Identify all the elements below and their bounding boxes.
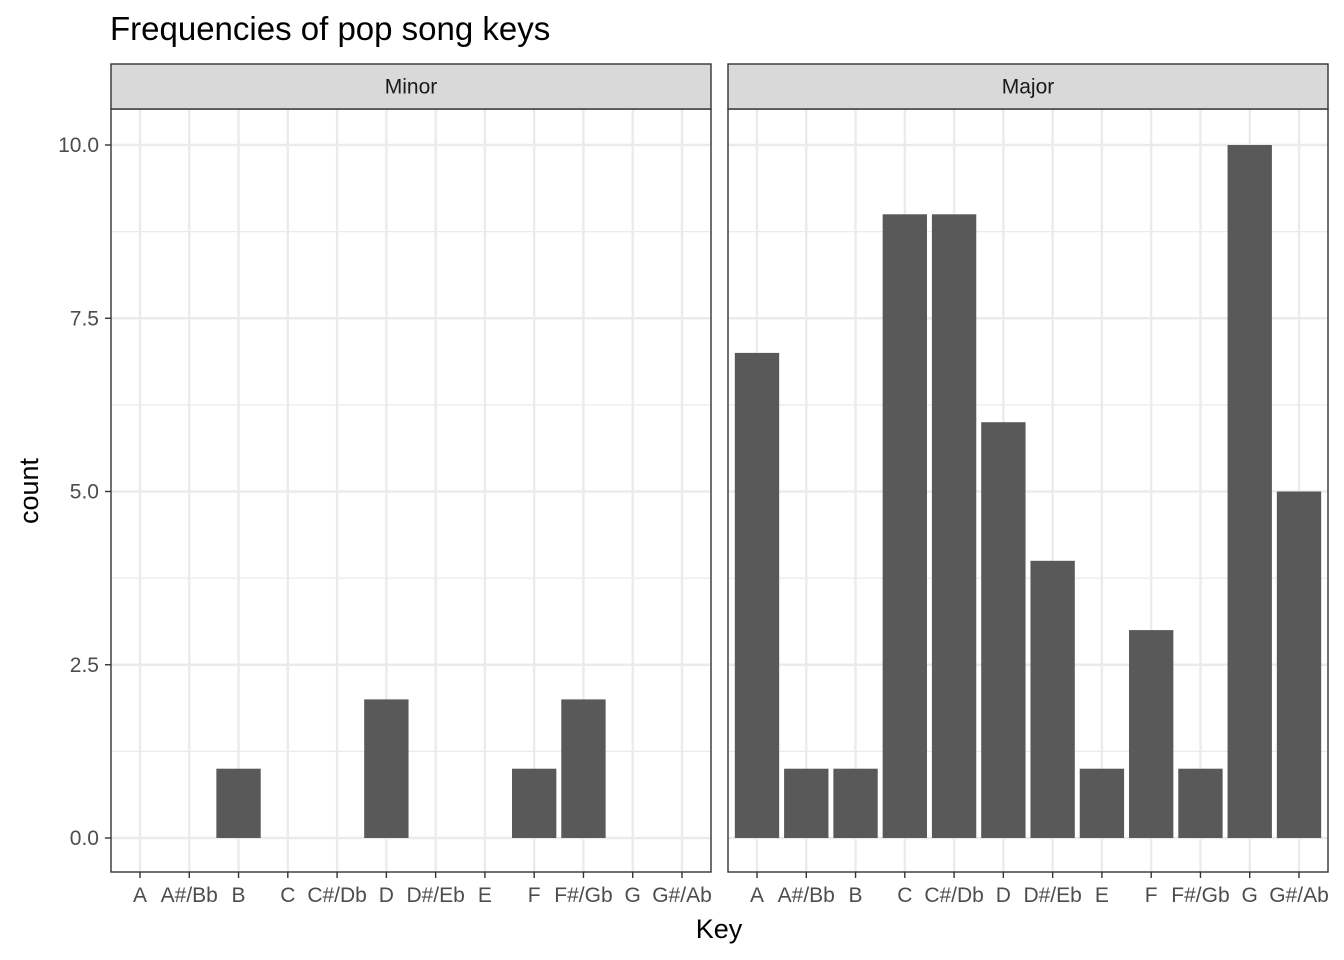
x-tick-label: A xyxy=(133,884,147,907)
x-tick-label: D#/Eb xyxy=(1023,884,1081,907)
bar-major-abb xyxy=(784,768,829,838)
x-tick-label: F xyxy=(1145,884,1158,907)
bar-major-gab xyxy=(1276,491,1322,838)
bar-major-g xyxy=(1227,145,1272,838)
y-tick-label: 0.0 xyxy=(70,827,99,850)
x-tick-label: G xyxy=(625,884,641,907)
y-tick-label: 5.0 xyxy=(70,481,99,504)
x-axis-title: Key xyxy=(696,914,743,944)
x-tick-label: F xyxy=(528,884,541,907)
bar-major-e xyxy=(1079,768,1125,838)
x-tick-label: G#/Ab xyxy=(1269,884,1329,907)
chart-title: Frequencies of pop song keys xyxy=(110,10,550,47)
y-tick-label: 2.5 xyxy=(70,654,99,677)
facet-strip xyxy=(110,63,712,110)
x-tick-label: D xyxy=(996,884,1011,907)
facet-minor: Minor A A#/Bb B C C#/Db D D#/Eb E F F#/Gb G G#/Ab xyxy=(110,63,712,907)
facet-strip xyxy=(727,63,1329,110)
x-tick-label: D xyxy=(379,884,394,907)
bar-minor-fgb xyxy=(561,699,606,838)
facet-major: Major A A#/Bb B C C#/Db D D#/Eb E F F#/Gb G G#/Ab xyxy=(727,63,1329,907)
bar-major-deb xyxy=(1030,560,1075,838)
x-tick-label: C xyxy=(897,884,912,907)
x-tick-label: E xyxy=(1095,884,1109,907)
x-tick-label: A#/Bb xyxy=(778,884,835,907)
x-tick-label: C xyxy=(280,884,295,907)
y-axis-title: count xyxy=(14,457,44,524)
bar-major-cdb xyxy=(931,214,977,839)
x-tick-label: B xyxy=(232,884,246,907)
x-tick-label: C#/Db xyxy=(307,884,367,907)
bar-major-b xyxy=(833,768,878,838)
x-tick-label: B xyxy=(849,884,863,907)
bar-major-a xyxy=(734,352,780,838)
bar-major-d xyxy=(981,422,1026,838)
y-axis: 0.0 2.5 5.0 7.5 10.0 xyxy=(58,134,111,850)
x-tick-label: A#/Bb xyxy=(161,884,218,907)
y-tick-label: 7.5 xyxy=(70,307,99,330)
bar-major-f xyxy=(1129,630,1174,838)
x-tick-label: G#/Ab xyxy=(652,884,712,907)
x-tick-label: E xyxy=(478,884,492,907)
bar-minor-d xyxy=(364,699,409,838)
x-tick-label: F#/Gb xyxy=(554,884,612,907)
bar-minor-b xyxy=(216,768,261,838)
bar-minor-f xyxy=(512,768,557,838)
x-tick-label: D#/Eb xyxy=(406,884,464,907)
x-tick-label: A xyxy=(750,884,764,907)
x-tick-label: F#/Gb xyxy=(1171,884,1229,907)
bar-major-c xyxy=(882,214,927,839)
facet-strip-label: Major xyxy=(1002,76,1055,99)
facet-strip-label: Minor xyxy=(385,76,438,99)
x-tick-label: C#/Db xyxy=(924,884,984,907)
x-tick-label: G xyxy=(1242,884,1258,907)
bar-major-fgb xyxy=(1178,768,1223,838)
y-tick-label: 10.0 xyxy=(58,134,99,157)
